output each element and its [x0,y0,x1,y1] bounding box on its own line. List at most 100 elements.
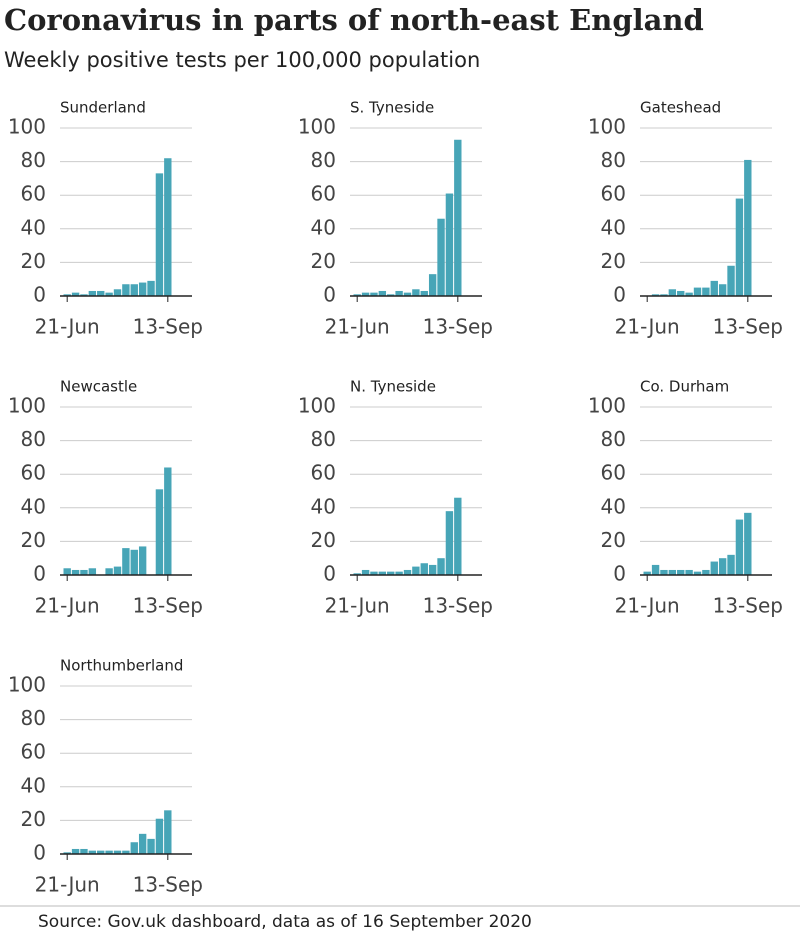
bar [437,558,445,575]
y-tick-label: 40 [311,494,336,518]
bar [353,573,361,575]
y-tick-label: 40 [21,773,46,797]
bar [412,289,420,296]
bar [71,848,80,854]
y-tick-label: 0 [33,283,46,307]
bar [420,563,428,575]
bar [164,467,172,575]
bar [88,568,97,575]
bar [445,511,454,575]
x-tick-label: 13-Sep [423,315,493,339]
y-tick-label: 80 [601,427,626,451]
y-tick-label: 60 [21,740,46,764]
bar [710,280,718,296]
bar [361,569,370,575]
y-tick-label: 20 [601,528,626,552]
x-tick-label: 13-Sep [713,315,783,339]
bar [155,173,164,296]
bar [428,274,437,296]
bar [122,548,130,575]
bar [361,292,370,296]
bar [651,564,660,575]
bar [702,287,710,296]
bar [113,850,122,854]
x-tick-label: 13-Sep [133,594,203,618]
bar [677,569,685,575]
source: Source: Gov.uk dashboard, data as of 16 … [38,912,532,932]
bar [727,554,735,575]
bar [147,280,155,296]
y-tick-label: 0 [33,562,46,586]
bar [130,842,138,854]
bar [138,833,147,854]
x-tick-label: 21-Jun [615,594,680,618]
bar [395,290,403,296]
y-tick-label: 80 [21,706,46,730]
bar [113,566,122,575]
bar [80,294,88,296]
bar [370,571,378,575]
bar [80,848,88,854]
bar [130,284,138,296]
panel-title: N. Tyneside [350,378,436,396]
panel-title: Gateshead [640,99,721,117]
y-tick-label: 80 [21,148,46,172]
y-tick-label: 0 [613,562,626,586]
bar [88,850,97,854]
bar [718,284,727,296]
bar [71,569,80,575]
y-tick-label: 80 [601,148,626,172]
bar [412,566,420,575]
bar [155,489,164,575]
y-tick-label: 100 [8,394,46,418]
bar [445,193,454,296]
bar [71,292,80,296]
y-tick-label: 20 [311,249,336,273]
y-tick-label: 0 [323,562,336,586]
bar [651,294,660,296]
bar [130,549,138,575]
bar [97,290,105,296]
bar [693,571,702,575]
bar [105,292,113,296]
y-tick-label: 80 [311,427,336,451]
x-tick-label: 21-Jun [35,594,100,618]
bar [113,289,122,296]
x-tick-label: 21-Jun [35,315,100,339]
panel-title: Northumberland [60,657,183,675]
bar [80,569,88,575]
bar [164,158,172,296]
bar [420,290,428,296]
bar [395,571,403,575]
bar [668,289,677,296]
y-tick-label: 40 [21,494,46,518]
y-tick-label: 60 [601,182,626,206]
bar [164,810,172,854]
bar [403,292,412,296]
bar [63,568,71,575]
bar [702,569,710,575]
y-tick-label: 60 [21,182,46,206]
y-tick-label: 0 [613,283,626,307]
x-tick-label: 13-Sep [713,594,783,618]
bar [693,287,702,296]
bar [403,569,412,575]
x-tick-label: 21-Jun [615,315,680,339]
panel-title: Co. Durham [640,378,729,396]
chart-subtitle: Weekly positive tests per 100,000 popula… [4,48,480,72]
bar [105,850,113,854]
bar [744,512,752,575]
bar [668,569,677,575]
bar [437,218,445,296]
bar [387,571,395,575]
bar [710,561,718,575]
bar [378,571,387,575]
bar [660,569,668,575]
bar [378,290,387,296]
bar [370,292,378,296]
bar [685,569,693,575]
x-tick-label: 13-Sep [133,315,203,339]
bar [643,571,651,575]
panel-title: Newcastle [60,378,137,396]
x-tick-label: 13-Sep [133,873,203,897]
